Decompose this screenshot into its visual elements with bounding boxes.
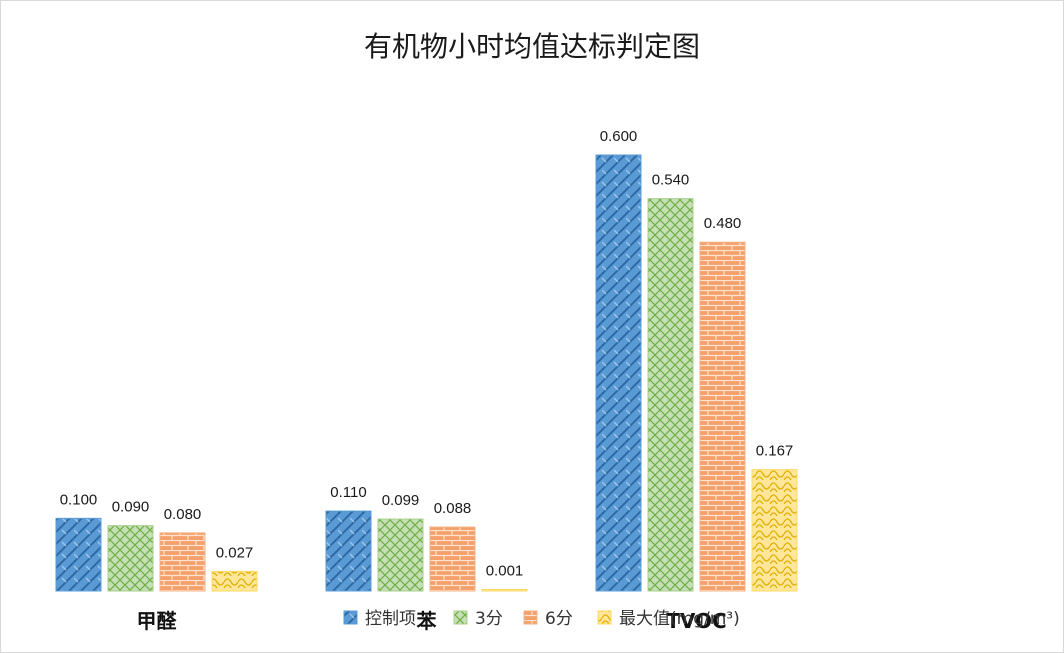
- legend: 控制项 3分 6分 最大值(mg/m³): [343, 609, 740, 629]
- data-label: 0.480: [704, 215, 742, 232]
- data-label: 0.600: [600, 128, 638, 145]
- category-label: TVOC: [666, 609, 726, 633]
- bar-甲醛-3分: [107, 525, 154, 592]
- value-labels-layer: 0.100 0.090 0.080 0.027 0.110 0.099 0.088 0.001…: [60, 128, 794, 580]
- data-label: 0.080: [164, 506, 202, 523]
- data-label: 0.110: [330, 484, 366, 501]
- category-label: 甲醛: [137, 609, 178, 633]
- legend-label: 最大值(mg/m³): [619, 609, 740, 629]
- bars-layer: [55, 154, 798, 592]
- bar-苯-3分: [377, 518, 424, 592]
- legend-swatch: [523, 610, 538, 625]
- data-label: 0.100: [60, 491, 98, 508]
- legend-swatch: [597, 610, 612, 625]
- chart-title: 有机物小时均值达标判定图: [364, 30, 700, 63]
- data-label: 0.001: [486, 563, 524, 580]
- bar-TVOC-控制项: [595, 154, 642, 592]
- legend-swatch: [453, 610, 468, 625]
- legend-label: 3分: [475, 609, 503, 629]
- bar-甲醛-6分: [159, 532, 206, 592]
- bar-苯-6分: [429, 526, 476, 592]
- legend-swatch: [343, 610, 358, 625]
- legend-label: 6分: [545, 609, 573, 629]
- bar-苯-最大值(mg/m³): [481, 589, 528, 592]
- data-label: 0.167: [756, 443, 794, 460]
- category-label: 苯: [416, 609, 437, 633]
- bar-甲醛-最大值(mg/m³): [211, 570, 258, 592]
- bar-TVOC-最大值(mg/m³): [751, 469, 798, 592]
- bar-TVOC-3分: [647, 198, 694, 592]
- bar-TVOC-6分: [699, 241, 746, 592]
- bar-甲醛-控制项: [55, 517, 102, 592]
- data-label: 0.027: [216, 544, 254, 561]
- data-label: 0.099: [382, 492, 420, 509]
- category-labels-layer: 甲醛 苯 TVOC: [137, 609, 727, 633]
- data-label: 0.088: [434, 500, 472, 517]
- bar-苯-控制项: [325, 510, 372, 592]
- data-label: 0.540: [652, 172, 690, 189]
- legend-label: 控制项: [365, 609, 416, 629]
- data-label: 0.090: [112, 499, 150, 516]
